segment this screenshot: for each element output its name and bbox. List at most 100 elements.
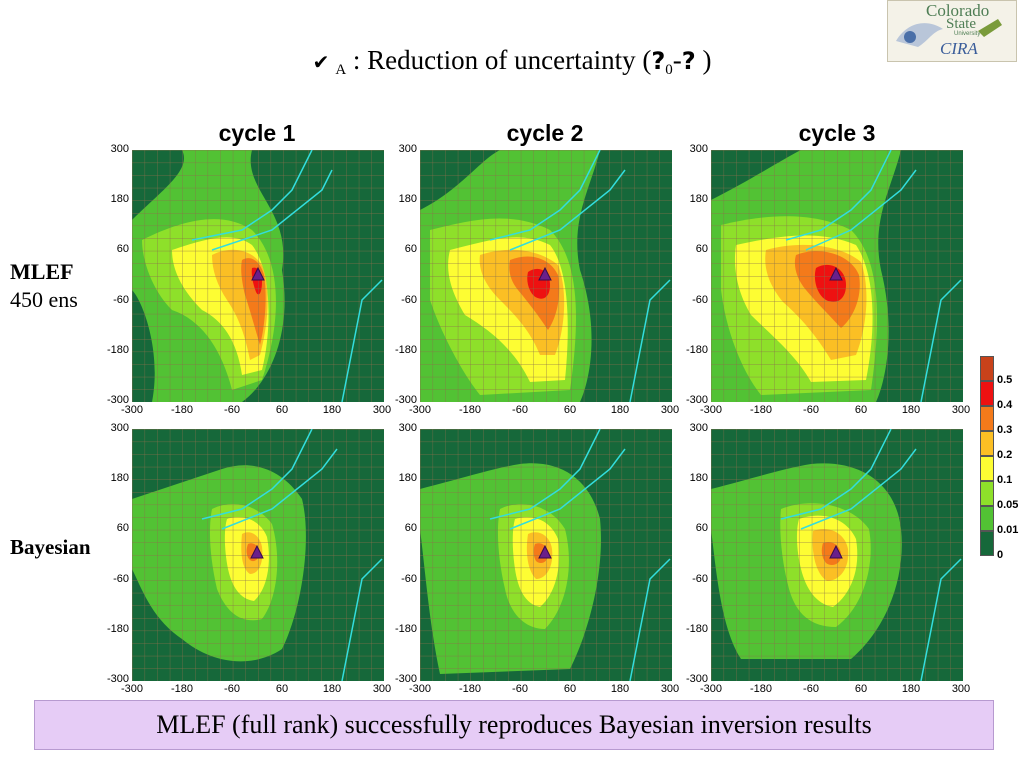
x-tick-label: -300	[120, 404, 144, 416]
x-tick-label: 180	[322, 404, 342, 416]
marker-triangle-icon	[538, 266, 552, 281]
legend-label: 0	[997, 549, 1004, 561]
map-mlef-cycle-2	[420, 150, 672, 402]
y-tick-label: -180	[106, 622, 129, 635]
x-tick-label: 300	[372, 683, 392, 695]
title-subscript-a: A	[335, 62, 347, 78]
x-tick-label: 60	[563, 683, 577, 695]
y-tick-label: -180	[394, 343, 417, 356]
x-tick-label: -180	[170, 404, 194, 416]
legend-swatch	[980, 481, 994, 506]
x-tick-label: -300	[408, 404, 432, 416]
y-tick-label: 300	[398, 143, 417, 155]
legend-swatch	[980, 356, 994, 381]
y-tick-label: -180	[394, 622, 417, 635]
x-tick-label: -300	[120, 683, 144, 695]
x-tick-label: 180	[610, 404, 630, 416]
x-tick-label: -60	[224, 404, 240, 416]
title-symbol-1: ?	[651, 47, 666, 75]
x-tick-label: 300	[951, 683, 971, 695]
x-tick-label: -180	[749, 683, 773, 695]
y-tick-label: 180	[689, 472, 708, 485]
logo-text-colorado: Colorado	[926, 1, 990, 20]
y-tick-label: 180	[398, 472, 417, 485]
x-tick-label: 300	[372, 404, 392, 416]
y-tick-label: 60	[695, 522, 708, 535]
marker-triangle-icon	[829, 544, 843, 559]
y-tick-label: 300	[110, 422, 129, 434]
x-tick-label: -60	[512, 404, 528, 416]
marker-triangle-icon	[538, 544, 552, 559]
x-tick-label: 60	[854, 683, 868, 695]
legend-swatch	[980, 456, 994, 481]
y-tick-label: -60	[113, 293, 129, 306]
row-label-mlef-name: MLEF	[10, 259, 74, 284]
y-tick-label: -180	[685, 343, 708, 356]
x-tick-label: -300	[699, 683, 723, 695]
y-tick-label: 300	[398, 422, 417, 434]
y-tick-label: 60	[404, 522, 417, 535]
x-tick-label: 60	[563, 404, 577, 416]
column-title-cycle-1: cycle 1	[218, 120, 296, 146]
title-text: : Reduction of uncertainty (	[346, 45, 652, 75]
checkmark-icon: ✔	[312, 50, 330, 74]
column-title-cycle-3: cycle 3	[798, 120, 876, 146]
y-tick-label: 300	[689, 143, 708, 155]
y-tick-label: 60	[404, 243, 417, 256]
y-tick-label: -60	[692, 572, 708, 585]
x-tick-label: 300	[660, 683, 680, 695]
y-tick-label: -300	[106, 673, 129, 685]
y-tick-label: -60	[113, 572, 129, 585]
legend-label: 0.3	[997, 424, 1013, 436]
legend-label: 0.1	[997, 474, 1013, 486]
y-tick-label: -300	[685, 394, 708, 406]
x-tick-label: 300	[951, 404, 971, 416]
y-tick-label: -60	[401, 572, 417, 585]
legend-swatch	[980, 381, 994, 406]
y-tick-label: 60	[695, 243, 708, 256]
logo-text-university: University	[954, 31, 981, 37]
x-tick-label: -180	[749, 404, 773, 416]
map-mlef-cycle-1	[132, 150, 384, 402]
x-tick-label: -180	[170, 683, 194, 695]
row-label-mlef: MLEF 450 ens	[10, 258, 78, 314]
row-label-bayesian-name: Bayesian	[10, 535, 91, 559]
x-tick-label: -60	[803, 683, 819, 695]
x-tick-label: 60	[854, 404, 868, 416]
y-tick-label: 300	[110, 143, 129, 155]
logo-text-state: State	[946, 16, 976, 32]
conclusion-banner: MLEF (full rank) successfully reproduces…	[34, 700, 994, 750]
y-tick-label: 60	[116, 522, 129, 535]
title-dash: -	[672, 45, 682, 75]
legend-label: 0.05	[997, 499, 1019, 511]
map-bayesian-cycle-3	[711, 429, 963, 681]
x-tick-label: -300	[408, 683, 432, 695]
x-tick-label: -180	[458, 404, 482, 416]
legend-label: 0.2	[997, 449, 1013, 461]
y-tick-label: -180	[685, 622, 708, 635]
map-bayesian-cycle-1	[132, 429, 384, 681]
marker-triangle-icon	[251, 266, 265, 281]
y-tick-label: -300	[685, 673, 708, 685]
x-tick-label: 180	[901, 683, 921, 695]
map-bayesian-cycle-2	[420, 429, 672, 681]
y-tick-label: 60	[116, 243, 129, 256]
x-tick-label: 60	[275, 404, 289, 416]
marker-triangle-icon	[250, 544, 264, 559]
legend-swatch	[980, 406, 994, 431]
y-tick-label: -60	[692, 293, 708, 306]
x-tick-label: -60	[224, 683, 240, 695]
y-tick-label: -300	[106, 394, 129, 406]
x-tick-label: -60	[803, 404, 819, 416]
x-tick-label: 180	[322, 683, 342, 695]
legend-swatch	[980, 531, 994, 556]
title-symbol-2: ?	[681, 47, 696, 75]
x-tick-label: -60	[512, 683, 528, 695]
legend-label: 0.5	[997, 374, 1013, 386]
x-tick-label: -180	[458, 683, 482, 695]
color-legend: 0.5 0.4 0.3 0.2 0.1 0.05 0.01 0	[978, 354, 1024, 568]
x-tick-label: 300	[660, 404, 680, 416]
y-tick-label: 180	[110, 472, 129, 485]
title-close-paren: )	[695, 45, 712, 75]
y-tick-label: 300	[689, 422, 708, 434]
